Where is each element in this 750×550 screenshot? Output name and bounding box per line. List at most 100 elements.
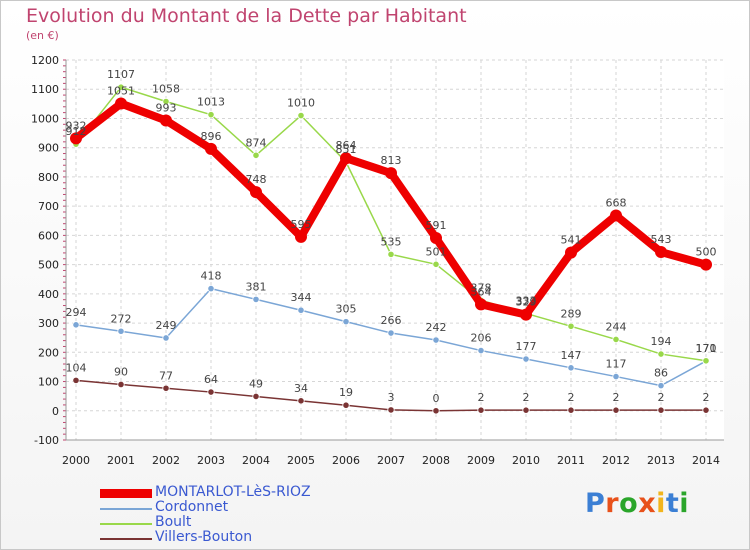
x-tick-label: 2013 [647,454,675,467]
data-point [657,350,665,358]
data-point [385,167,397,180]
data-point [340,152,352,165]
legend-swatch [100,538,152,540]
data-label: 3 [388,391,395,404]
y-tick-label: -100 [34,434,59,447]
x-tick-label: 2004 [242,454,270,467]
x-tick-label: 2014 [692,454,720,467]
data-label: 864 [336,139,357,152]
data-label: 2 [568,391,575,404]
data-point [655,246,667,259]
y-tick-label: 500 [38,259,59,272]
data-label: 0 [433,392,440,405]
data-point [567,322,575,330]
data-label: 117 [606,358,627,371]
legend-label: Boult [155,514,192,530]
data-label: 595 [291,218,312,231]
data-point [297,306,305,314]
data-point [115,97,127,110]
data-label: 344 [291,291,312,304]
data-point [295,230,307,243]
data-point [522,355,530,363]
data-label: 305 [336,303,357,316]
data-point [657,406,665,414]
logo-letter: i [679,488,690,519]
data-point [252,151,260,159]
chart-title: Evolution du Montant de la Dette par Hab… [26,5,467,27]
data-label: 272 [111,312,132,325]
x-tick-label: 2011 [557,454,585,467]
data-label: 177 [516,340,537,353]
x-tick-label: 2012 [602,454,630,467]
data-label: 104 [66,361,87,374]
data-point [477,406,485,414]
data-label: 294 [66,306,87,319]
data-label: 748 [246,173,267,186]
data-label: 49 [249,377,263,390]
data-point [657,382,665,390]
data-label: 1107 [107,68,135,81]
data-point [520,308,532,321]
data-label: 171 [696,342,717,355]
data-label: 329 [516,296,537,309]
data-point [117,83,125,91]
data-label: 993 [156,102,177,115]
data-point [207,388,215,396]
y-tick-label: 800 [38,171,59,184]
data-label: 1013 [197,96,225,109]
x-tick-label: 2010 [512,454,540,467]
data-label: 932 [66,119,87,132]
data-label: 541 [561,234,582,247]
data-label: 364 [471,285,492,298]
data-label: 90 [114,365,128,378]
data-point [387,406,395,414]
data-label: 289 [561,307,582,320]
data-point [430,232,442,245]
data-label: 64 [204,373,218,386]
data-point [702,357,710,365]
data-label: 206 [471,332,492,345]
data-label: 851 [336,143,357,156]
data-label: 543 [651,233,672,246]
data-point [612,335,620,344]
y-tick-label: 100 [38,376,59,389]
data-label: 147 [561,349,582,362]
logo-letter: P [585,488,606,519]
legend-swatch [100,489,152,498]
x-tick-label: 2000 [62,454,90,467]
data-label: 381 [246,280,267,293]
data-point [160,114,172,127]
data-point [117,380,125,389]
data-point [387,329,395,337]
data-label: 896 [201,130,222,143]
data-point [72,376,80,384]
data-point [205,142,217,155]
data-label: 1058 [152,83,180,96]
logo-letter: o [619,488,639,519]
logo-letter: i [656,488,666,519]
data-point [610,209,622,222]
data-point [250,186,262,199]
data-label: 244 [606,320,627,333]
legend-swatch [100,523,152,525]
data-label: 2 [658,391,665,404]
data-label: 500 [696,246,717,259]
x-tick-label: 2002 [152,454,180,467]
y-tick-label: 1200 [31,54,59,67]
data-label: 1010 [287,97,315,110]
data-point [565,246,577,259]
data-label: 242 [426,321,447,334]
y-tick-label: 300 [38,317,59,330]
data-label: 266 [381,314,402,327]
data-point [477,346,485,355]
y-tick-label: 0 [52,405,59,418]
chart-subtitle: (en €) [26,29,59,42]
data-point [72,321,80,329]
y-tick-label: 600 [38,229,59,242]
data-label: 2 [613,391,620,404]
data-point [612,406,620,414]
x-tick-label: 2006 [332,454,360,467]
data-point [70,132,82,145]
data-label: 194 [651,335,672,348]
